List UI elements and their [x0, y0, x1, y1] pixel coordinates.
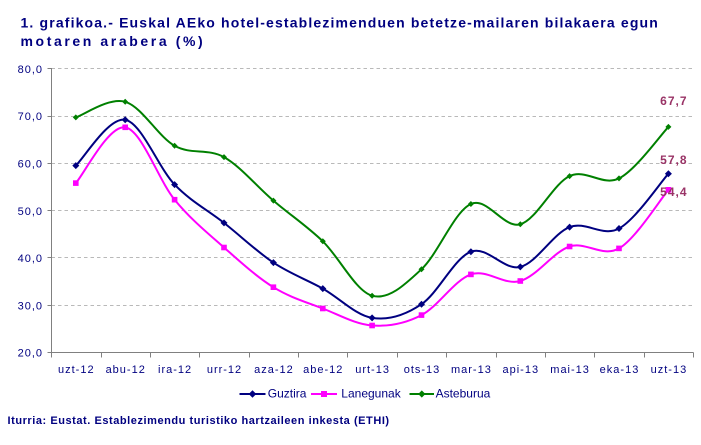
svg-text:mai-13: mai-13	[550, 364, 590, 376]
svg-text:motaren arabera (%): motaren arabera (%)	[21, 33, 206, 49]
svg-text:aza-12: aza-12	[254, 364, 294, 376]
svg-text:ira-12: ira-12	[158, 364, 192, 376]
svg-text:Iturria: Eustat. Establezimend: Iturria: Eustat. Establezimendu turistik…	[8, 415, 390, 427]
svg-text:30,0: 30,0	[18, 300, 43, 312]
svg-text:1. grafikoa.- Euskal AEko hote: 1. grafikoa.- Euskal AEko hotel-establez…	[21, 14, 659, 30]
svg-text:uzt-13: uzt-13	[651, 364, 688, 376]
svg-text:Asteburua: Asteburua	[436, 387, 491, 401]
svg-text:54,4: 54,4	[660, 185, 687, 199]
svg-text:60,0: 60,0	[18, 159, 43, 171]
svg-text:mar-13: mar-13	[451, 364, 492, 376]
svg-text:40,0: 40,0	[18, 253, 43, 265]
svg-text:67,7: 67,7	[660, 94, 687, 108]
svg-text:Guztira: Guztira	[268, 387, 307, 401]
svg-text:abu-12: abu-12	[106, 364, 146, 376]
svg-text:api-13: api-13	[503, 364, 540, 376]
svg-text:urr-12: urr-12	[207, 364, 242, 376]
svg-text:uzt-12: uzt-12	[58, 364, 95, 376]
svg-text:50,0: 50,0	[18, 206, 43, 218]
svg-text:70,0: 70,0	[18, 111, 43, 123]
svg-text:Lanegunak: Lanegunak	[341, 387, 401, 401]
svg-text:57,8: 57,8	[660, 153, 687, 167]
svg-text:abe-12: abe-12	[303, 364, 343, 376]
svg-text:eka-13: eka-13	[600, 364, 640, 376]
svg-text:80,0: 80,0	[18, 64, 43, 76]
svg-text:urt-13: urt-13	[355, 364, 390, 376]
svg-text:20,0: 20,0	[18, 348, 43, 360]
svg-text:ots-13: ots-13	[404, 364, 441, 376]
